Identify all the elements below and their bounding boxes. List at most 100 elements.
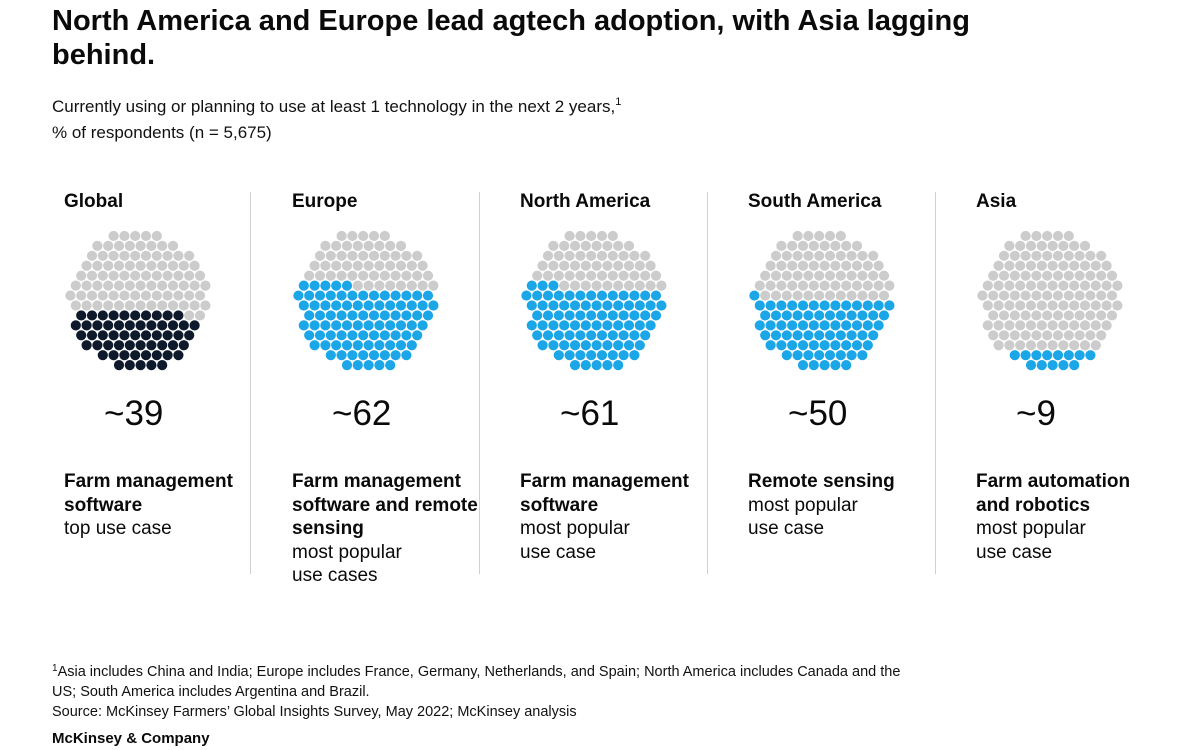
- filled-dot: [151, 330, 162, 341]
- empty-dot: [368, 270, 380, 281]
- empty-dot: [1058, 340, 1069, 351]
- filled-dot: [178, 340, 189, 351]
- filled-dot: [596, 350, 608, 361]
- empty-dot: [1047, 240, 1058, 251]
- empty-dot: [553, 250, 564, 261]
- empty-dot: [157, 280, 168, 291]
- empty-dot: [428, 280, 439, 291]
- empty-dot: [341, 240, 353, 251]
- empty-dot: [395, 280, 407, 291]
- empty-dot: [602, 280, 613, 291]
- empty-dot: [1112, 280, 1123, 291]
- empty-dot: [629, 250, 640, 261]
- filled-dot: [81, 340, 92, 351]
- filled-dot: [553, 310, 564, 321]
- empty-dot: [1047, 260, 1058, 271]
- filled-dot: [390, 350, 401, 361]
- empty-dot: [841, 280, 852, 291]
- empty-dot: [803, 250, 814, 261]
- filled-dot: [178, 320, 189, 331]
- empty-dot: [548, 240, 559, 251]
- empty-dot: [781, 250, 792, 261]
- empty-dot: [580, 240, 591, 251]
- filled-dot: [819, 320, 830, 331]
- filled-dot: [401, 350, 412, 361]
- filled-dot: [406, 300, 417, 311]
- filled-dot: [352, 300, 363, 311]
- empty-dot: [580, 260, 591, 271]
- empty-dot: [792, 230, 803, 242]
- filled-dot: [591, 300, 602, 311]
- filled-dot: [569, 300, 581, 311]
- empty-dot: [754, 280, 765, 291]
- empty-dot: [130, 270, 141, 281]
- empty-dot: [808, 260, 819, 271]
- empty-dot: [422, 270, 434, 281]
- use-case-bold-line: Farm management: [292, 471, 461, 492]
- empty-dot: [765, 280, 776, 291]
- empty-dot: [157, 240, 168, 251]
- empty-dot: [406, 260, 417, 271]
- empty-dot: [1025, 300, 1037, 311]
- empty-dot: [851, 280, 863, 291]
- filled-dot: [857, 350, 868, 361]
- filled-dot: [618, 350, 629, 361]
- empty-dot: [1036, 280, 1047, 291]
- empty-dot: [130, 230, 141, 242]
- empty-dot: [1090, 300, 1101, 311]
- use-case-text: Farm automation and robotics most popular u…: [976, 470, 1181, 564]
- empty-dot: [184, 270, 195, 281]
- empty-dot: [352, 240, 363, 251]
- filled-dot: [596, 290, 608, 301]
- filled-dot: [532, 310, 543, 321]
- filled-dot: [417, 320, 428, 331]
- empty-dot: [368, 250, 380, 261]
- filled-dot: [189, 320, 200, 331]
- filled-dot: [113, 320, 125, 331]
- empty-dot: [135, 280, 146, 291]
- filled-dot: [580, 320, 591, 331]
- empty-dot: [1031, 330, 1042, 341]
- filled-dot: [868, 330, 879, 341]
- empty-dot: [162, 290, 173, 301]
- empty-dot: [591, 280, 602, 291]
- empty-dot: [97, 270, 108, 281]
- filled-dot: [140, 350, 152, 361]
- empty-dot: [336, 270, 347, 281]
- empty-dot: [167, 300, 179, 311]
- filled-dot: [368, 350, 380, 361]
- empty-dot: [119, 270, 130, 281]
- empty-dot: [824, 270, 836, 281]
- empty-dot: [124, 300, 135, 311]
- empty-dot: [1052, 330, 1064, 341]
- filled-dot: [792, 310, 803, 321]
- filled-dot: [314, 310, 326, 321]
- footnote-line-2: US; South America includes Argentina and…: [52, 684, 370, 700]
- use-case-text: Farm management software top use case: [64, 470, 269, 541]
- empty-dot: [586, 250, 597, 261]
- empty-dot: [336, 230, 347, 242]
- subtitle-line-2: % of respondents (n = 5,675): [52, 123, 272, 142]
- filled-dot: [792, 350, 803, 361]
- filled-dot: [374, 340, 385, 351]
- empty-dot: [135, 260, 146, 271]
- empty-dot: [146, 240, 157, 251]
- filled-dot: [841, 300, 852, 311]
- panel-north-america: North America ~61 Farm management softwar…: [520, 190, 730, 590]
- empty-dot: [765, 260, 776, 271]
- empty-dot: [998, 290, 1010, 301]
- empty-dot: [792, 290, 803, 301]
- empty-dot: [178, 260, 189, 271]
- region-label: North America: [520, 191, 651, 212]
- empty-dot: [868, 250, 879, 261]
- filled-dot: [857, 310, 868, 321]
- filled-dot: [140, 330, 152, 341]
- empty-dot: [1031, 310, 1042, 321]
- empty-dot: [1020, 230, 1031, 242]
- filled-dot: [1074, 350, 1085, 361]
- filled-dot: [347, 330, 358, 341]
- filled-dot: [406, 340, 417, 351]
- empty-dot: [1058, 300, 1069, 311]
- filled-dot: [553, 290, 564, 301]
- empty-dot: [184, 250, 195, 261]
